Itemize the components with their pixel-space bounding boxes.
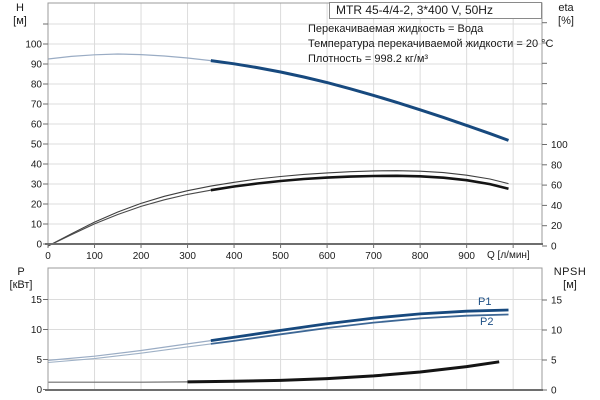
p1-curve-label: P1: [478, 296, 492, 308]
tick-label-bottom: 100: [86, 251, 103, 262]
curve-P1-thin: [47, 340, 211, 361]
tick-label-right: 100: [551, 140, 568, 151]
eta-axis-name: eta: [558, 2, 574, 14]
tick-label-left: 80: [31, 80, 43, 91]
tick-label-bottom: 0: [45, 251, 51, 262]
tick-label-left: 10: [31, 325, 43, 336]
tick-label-bottom: 800: [412, 251, 429, 262]
tick-label-right: 0: [551, 242, 557, 253]
tick-label-left: 10: [31, 220, 43, 231]
tick-label-left: 40: [31, 160, 43, 171]
npsh-axis-name: NPSH: [553, 266, 587, 278]
curve-P1: [210, 308, 509, 342]
p-axis-unit: [кВт]: [9, 279, 33, 291]
info-line-temperature: Температура перекачиваемой жидкости = 20…: [308, 38, 554, 50]
h-axis-corner: H [м]: [0, 2, 40, 28]
curve-NPSH: [187, 360, 500, 384]
tick-label-left: 50: [31, 140, 43, 151]
tick-label-left: 20: [31, 200, 43, 211]
tick-label-left: 100: [25, 40, 42, 51]
tick-label-bottom: 200: [133, 251, 150, 262]
npsh-axis-corner: NPSH [м]: [546, 266, 594, 292]
info-line-fluid: Перекачиваемая жидкость = Вода: [308, 23, 484, 35]
pump-title-box: MTR 45-4/4-2, 3*400 V, 50Hz: [329, 2, 542, 19]
tick-label-left: 60: [31, 120, 43, 131]
curve-eta_total-thin: [47, 189, 211, 247]
h-axis-unit: [м]: [13, 15, 27, 27]
tick-label-left: 15: [31, 295, 43, 306]
tick-label-left: 30: [31, 180, 43, 191]
eta-axis-unit: [%]: [558, 15, 574, 27]
tick-label-left: 0: [36, 240, 42, 251]
curve-H: [210, 59, 510, 142]
tick-label-left: 5: [36, 355, 42, 366]
curve-P2-thin: [47, 343, 211, 364]
tick-label-bottom: 700: [365, 251, 382, 262]
tick-label-bottom: 400: [226, 251, 243, 262]
curve-H-thin: [47, 53, 211, 62]
tick-label-left: 90: [31, 60, 43, 71]
tick-label-right: 80: [551, 160, 563, 171]
tick-label-bottom: 500: [272, 251, 289, 262]
npsh-axis-unit: [м]: [563, 279, 577, 291]
tick-label-right: 40: [551, 201, 563, 212]
p-axis-name: P: [17, 266, 25, 278]
tick-label-left: 70: [31, 100, 43, 111]
tick-label-right: 20: [551, 221, 563, 232]
curve-eta_total: [210, 174, 509, 192]
tick-label-bottom: 300: [179, 251, 196, 262]
tick-label-right: 0: [551, 386, 557, 397]
tick-label-right: 5: [551, 356, 557, 367]
p2-curve-label: P2: [480, 316, 494, 328]
q-axis-label: Q [л/мин]: [487, 250, 530, 261]
tick-label-bottom: 600: [319, 251, 336, 262]
tick-label-right: 10: [551, 326, 563, 337]
curve-eta_pump: [47, 170, 509, 247]
h-axis-name: H: [16, 2, 24, 14]
p-axis-corner: P [кВт]: [1, 266, 41, 292]
tick-label-right: 60: [551, 181, 563, 192]
curve-P2: [210, 313, 509, 345]
info-line-density: Плотность = 998.2 кг/м³: [308, 53, 429, 65]
tick-label-bottom: 900: [458, 251, 475, 262]
tick-label-right: 15: [551, 296, 563, 307]
tick-label-left: 0: [36, 385, 42, 396]
eta-axis-corner: eta [%]: [546, 2, 586, 28]
